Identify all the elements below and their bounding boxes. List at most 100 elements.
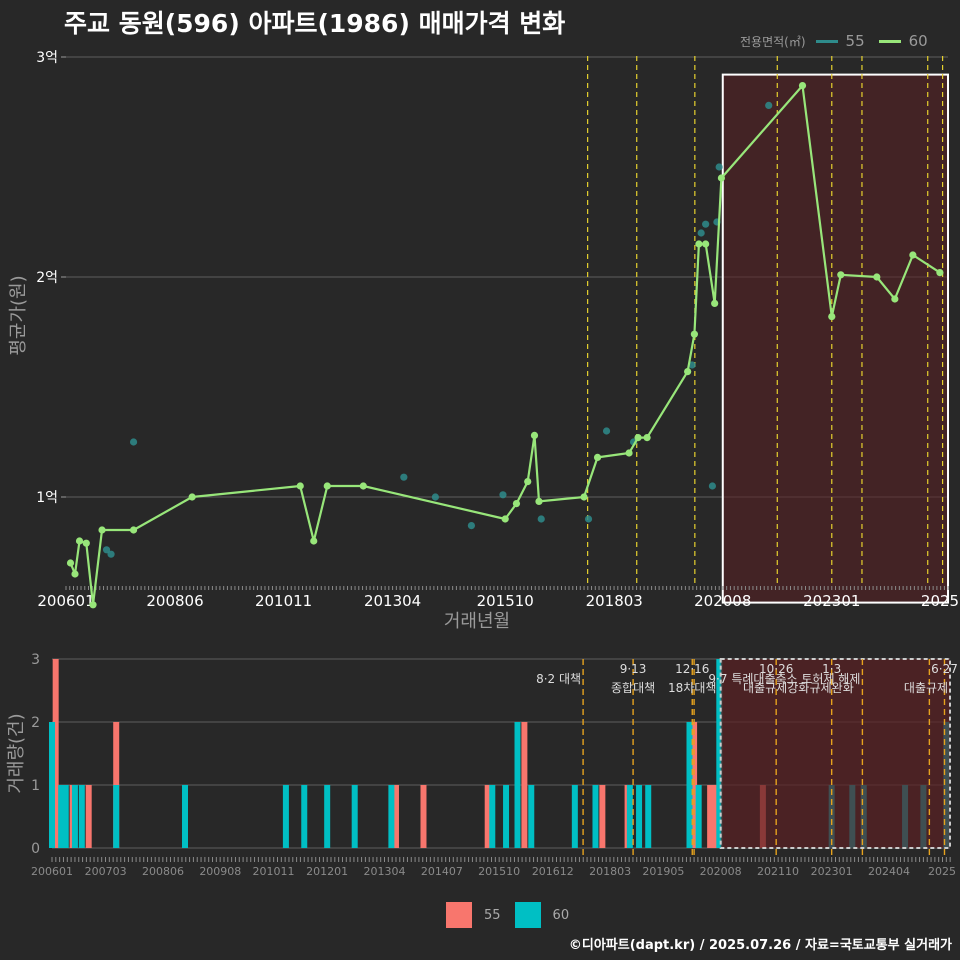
- point-55: [107, 550, 115, 558]
- bar-55: [599, 785, 606, 848]
- source-footer: ©디아파트(dapt.kr) / 2025.07.26 / 자료=국토교통부 실…: [568, 938, 952, 953]
- bar-y-axis-title: 거래량(건): [6, 713, 27, 793]
- bar-60: [62, 785, 69, 848]
- bar-55: [711, 785, 718, 848]
- point-60: [695, 240, 703, 248]
- bar-x-tick-label: 201803: [589, 865, 631, 878]
- point-60: [129, 526, 138, 534]
- bar-60: [388, 785, 395, 848]
- bar-55: [392, 785, 399, 848]
- bar-60: [514, 722, 521, 848]
- point-60: [634, 434, 642, 442]
- y-tick-label: 2억: [36, 270, 58, 286]
- point-60: [711, 299, 719, 307]
- bar-55: [484, 785, 491, 848]
- bar-legend-label-60: 60: [552, 907, 570, 923]
- x-tick-label: 201510: [477, 592, 534, 610]
- point-55: [499, 491, 507, 499]
- point-55: [129, 438, 138, 446]
- point-55: [697, 229, 705, 237]
- bar-60: [351, 785, 358, 848]
- bar-x-tick-label: 202008: [700, 865, 742, 878]
- bar-x-tick-label: 200601: [31, 865, 73, 878]
- point-60: [798, 82, 807, 90]
- bar-60: [58, 785, 65, 848]
- x-tick-label: 2025: [921, 592, 959, 610]
- bar-60: [636, 785, 643, 848]
- point-60: [643, 434, 651, 442]
- y-axis-title: 평균가(원): [8, 275, 29, 355]
- bar-60: [301, 785, 308, 848]
- bar-x-tick-label: 201510: [478, 865, 520, 878]
- x-axis-title: 거래년월: [444, 611, 510, 632]
- policy-text: 종합대책: [611, 680, 655, 695]
- x-tick-label: 200806: [146, 592, 203, 610]
- point-55: [400, 473, 408, 481]
- point-60: [310, 537, 318, 545]
- point-60: [512, 500, 521, 508]
- point-60: [524, 478, 532, 486]
- point-60: [891, 295, 899, 303]
- point-60: [75, 537, 84, 545]
- point-60: [98, 526, 106, 534]
- line-legend-title: 전용면적(㎡): [740, 34, 806, 49]
- point-55: [102, 546, 111, 554]
- bar-60: [503, 785, 510, 848]
- point-55: [467, 522, 476, 530]
- point-60: [89, 601, 97, 609]
- point-60: [625, 449, 633, 457]
- bar-60: [695, 785, 702, 848]
- x-tick-label: 202301: [803, 592, 860, 610]
- bar-60: [113, 785, 120, 848]
- point-55: [431, 493, 439, 501]
- point-55: [688, 361, 696, 369]
- point-60: [873, 273, 881, 281]
- bar-x-tick-label: 201011: [253, 865, 295, 878]
- bar-60: [528, 785, 535, 848]
- bar-60: [686, 722, 693, 848]
- point-60: [837, 271, 845, 279]
- point-60: [501, 515, 509, 523]
- point-60: [580, 493, 588, 501]
- bar-60: [645, 785, 652, 848]
- point-55: [765, 101, 773, 109]
- point-60: [702, 240, 710, 248]
- bar-x-tick-label: 2025: [928, 865, 956, 878]
- bar-60: [49, 722, 55, 848]
- bar-55: [420, 785, 427, 848]
- bar-60: [282, 785, 289, 848]
- point-60: [359, 482, 367, 490]
- bar-60: [716, 659, 723, 848]
- bar-55: [521, 722, 528, 848]
- bar-60: [489, 785, 496, 848]
- bar-y-tick-label: 1: [31, 778, 40, 794]
- point-55: [602, 427, 611, 435]
- bar-55: [707, 785, 714, 848]
- point-55: [702, 220, 710, 228]
- point-55: [584, 515, 593, 523]
- policy-annotation: 9·7 특례대출축소 토허제 해제: [708, 672, 860, 686]
- point-55: [708, 482, 717, 490]
- point-60: [188, 493, 196, 501]
- policy-text: 대출규제: [904, 681, 948, 695]
- policy-text: 규제완화: [810, 681, 854, 695]
- point-55: [715, 163, 723, 171]
- bar-60: [571, 785, 578, 848]
- bar-55: [85, 785, 92, 848]
- policy-annotation: 8·2 대책: [536, 671, 581, 686]
- point-55: [537, 515, 545, 523]
- y-tick-label: 3억: [36, 50, 58, 66]
- line-legend-key-60: [878, 39, 901, 43]
- chart-title: 주교 동원(596) 아파트(1986) 매매가격 변화: [64, 9, 566, 38]
- bar-legend-label-55: 55: [484, 907, 501, 923]
- point-60: [828, 313, 836, 321]
- bar-y-tick-label: 0: [31, 841, 40, 857]
- bar-y-tick-label: 2: [31, 715, 40, 731]
- bar-x-tick-label: 201201: [306, 865, 348, 878]
- point-60: [593, 453, 602, 461]
- bar-highlight-box: [719, 658, 952, 849]
- point-60: [530, 431, 539, 439]
- point-60: [717, 174, 726, 182]
